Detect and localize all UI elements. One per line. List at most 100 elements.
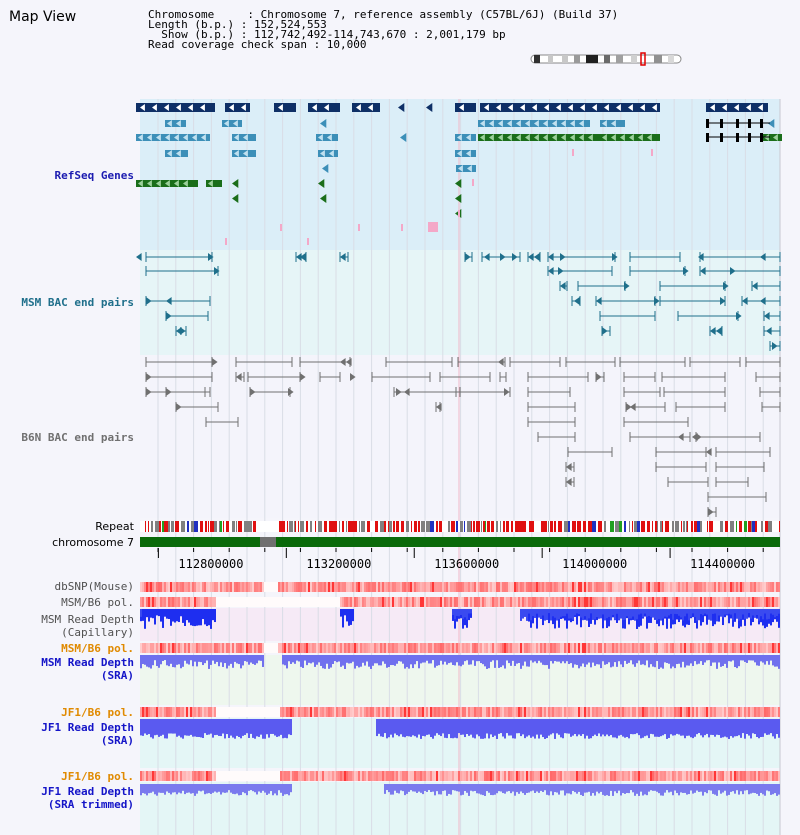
depth-bar	[402, 655, 404, 664]
depth-bar	[730, 655, 732, 662]
polymorphism-cell	[670, 643, 672, 653]
polymorphism-cell	[522, 597, 524, 607]
depth-bar	[438, 655, 440, 666]
depth-bar	[676, 655, 678, 665]
polymorphism-cell	[750, 771, 752, 781]
polymorphism-cell	[470, 643, 472, 653]
depth-bar	[200, 719, 202, 738]
strand-arrow	[396, 388, 402, 396]
depth-bar	[514, 784, 516, 796]
polymorphism-cell	[548, 582, 550, 592]
polymorphism-cell	[162, 582, 164, 592]
depth-bar	[444, 784, 446, 791]
depth-bar	[182, 719, 184, 739]
polymorphism-cell	[622, 643, 624, 653]
repeat-element	[164, 521, 168, 532]
polymorphism-cell	[386, 582, 388, 592]
depth-bar	[748, 719, 750, 736]
repeat-element	[372, 521, 373, 532]
polymorphism-cell	[274, 582, 276, 592]
polymorphism-cell	[688, 707, 690, 717]
depth-bar	[502, 655, 504, 666]
polymorphism-cell	[488, 597, 490, 607]
depth-bar	[450, 719, 452, 739]
polymorphism-cell	[344, 643, 346, 653]
polymorphism-cell	[372, 771, 374, 781]
polymorphism-cell	[320, 582, 322, 592]
polymorphism-cell	[498, 597, 500, 607]
b6n-bac-pairs[interactable]	[145, 357, 781, 517]
polymorphism-cell	[226, 643, 228, 653]
gene-body	[318, 150, 338, 157]
repeat-element	[652, 521, 653, 532]
polymorphism-cell	[174, 582, 176, 592]
polymorphism-cell	[668, 643, 670, 653]
depth-bar	[734, 609, 736, 614]
strand-arrow	[322, 164, 329, 173]
chromosome-ideogram[interactable]	[528, 52, 688, 66]
depth-bar	[478, 719, 480, 737]
depth-bar	[142, 609, 144, 621]
repeat-element	[657, 521, 658, 532]
msm-bac-pairs[interactable]	[136, 252, 781, 351]
depth-bar	[540, 655, 542, 663]
depth-bar	[230, 655, 232, 664]
polymorphism-cell	[568, 771, 570, 781]
polymorphism-cell	[154, 707, 156, 717]
polymorphism-cell	[254, 597, 256, 607]
depth-bar	[492, 719, 494, 738]
gene-body	[456, 165, 476, 172]
depth-bar	[450, 655, 452, 663]
polymorphism-cell	[268, 582, 270, 592]
depth-bar	[154, 784, 156, 795]
depth-bar	[698, 784, 700, 792]
polymorphism-cell	[422, 707, 424, 717]
polymorphism-cell	[250, 582, 252, 592]
strand-arrow	[626, 403, 632, 411]
polymorphism-cell	[452, 582, 454, 592]
polymorphism-cell	[332, 771, 334, 781]
polymorphism-cell	[188, 643, 190, 653]
polymorphism-cell	[512, 707, 514, 717]
refseq-gene	[320, 194, 327, 203]
polymorphism-cell	[220, 643, 222, 653]
depth-bar	[440, 784, 442, 795]
depth-bar	[170, 655, 172, 664]
polymorphism-cell	[152, 707, 154, 717]
polymorphism-cell	[616, 643, 618, 653]
repeat-element	[548, 521, 549, 532]
polymorphism-cell	[208, 643, 210, 653]
depth-bar	[260, 719, 262, 735]
polymorphism-cell	[358, 643, 360, 653]
depth-bar	[526, 655, 528, 667]
polymorphism-cell	[378, 643, 380, 653]
polymorphism-cell	[460, 582, 462, 592]
depth-bar	[654, 655, 656, 668]
polymorphism-cell	[510, 582, 512, 592]
depth-bar	[330, 655, 332, 668]
polymorphism-cell	[534, 771, 536, 781]
polymorphism-cell	[370, 597, 372, 607]
depth-bar	[440, 719, 442, 737]
polymorphism-cell	[500, 707, 502, 717]
polymorphism-cell	[314, 643, 316, 653]
msm-bac-pair	[659, 281, 729, 291]
polymorphism-cell	[176, 582, 178, 592]
depth-bar	[436, 655, 438, 666]
polymorphism-cell	[272, 582, 274, 592]
polymorphism-cell	[502, 597, 504, 607]
depth-bar	[410, 719, 412, 737]
msm-b6-pol-row	[140, 597, 780, 607]
polymorphism-cell	[354, 643, 356, 653]
depth-bar	[366, 655, 368, 662]
depth-bar	[188, 609, 190, 623]
strand-arrow	[574, 297, 580, 305]
depth-bar	[530, 655, 532, 661]
polymorphism-cell	[538, 771, 540, 781]
polymorphism-cell	[238, 582, 240, 592]
depth-bar	[756, 784, 758, 794]
repeat-element	[647, 521, 650, 532]
refseq-genes[interactable]	[136, 103, 782, 245]
polymorphism-cell	[382, 771, 384, 781]
